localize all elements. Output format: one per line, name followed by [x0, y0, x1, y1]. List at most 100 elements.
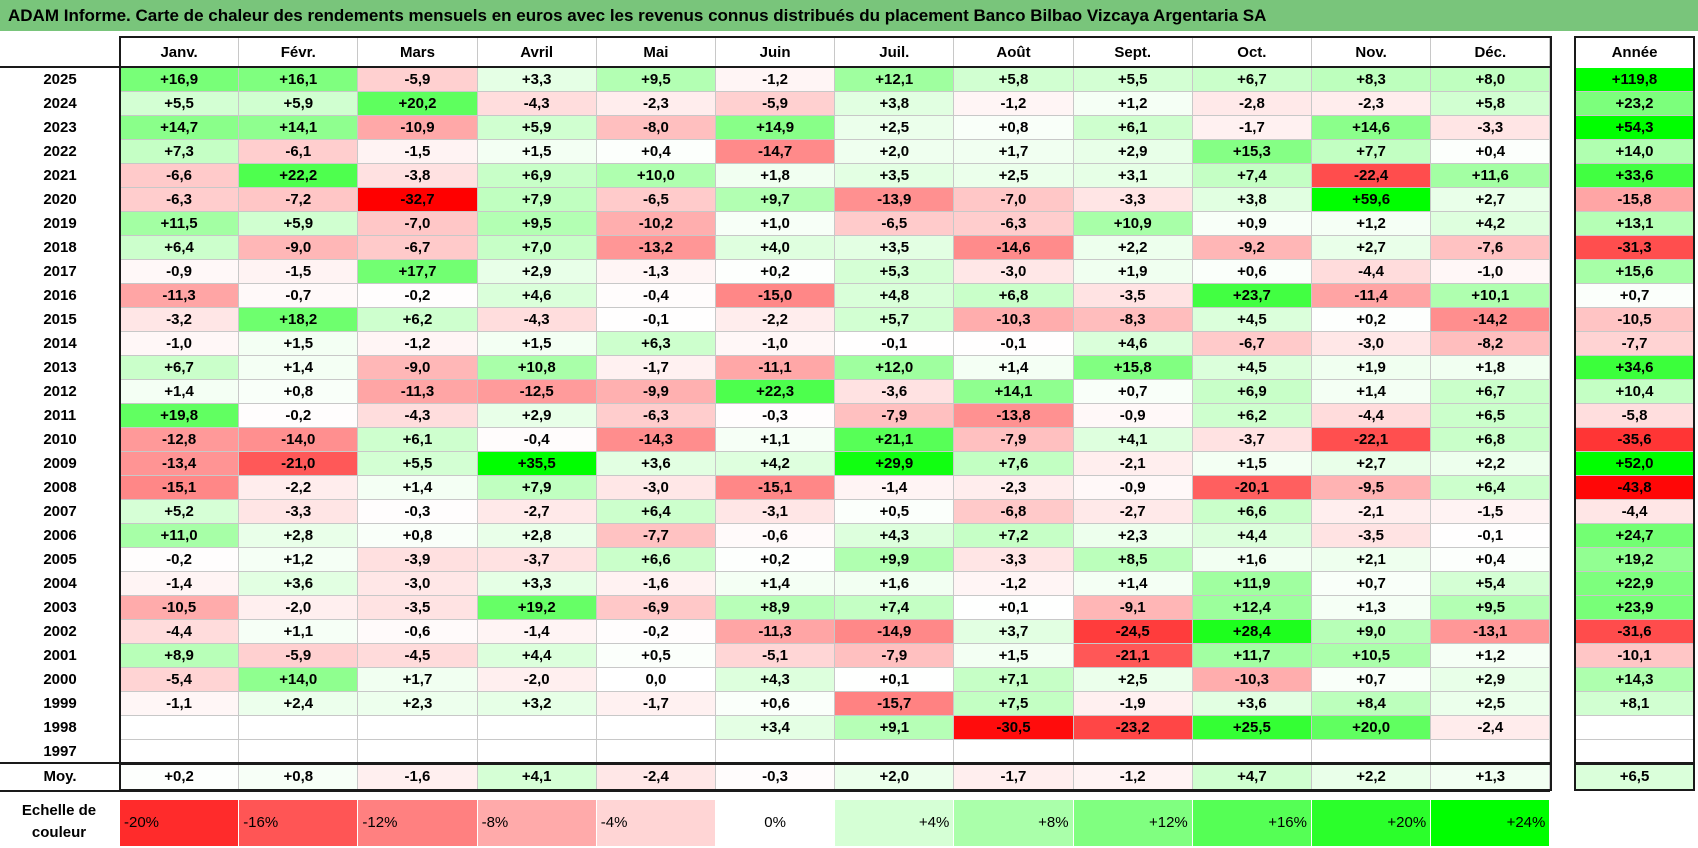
heatmap-cell: +3,5	[835, 164, 955, 188]
heatmap-cell: +15,8	[1073, 356, 1193, 380]
heatmap-cell: +7,4	[835, 596, 955, 620]
heatmap-cell: -0,9	[1073, 476, 1193, 500]
month-header: Janv.	[120, 38, 240, 67]
heatmap-cell: +0,5	[596, 644, 716, 668]
color-scale-step: -16%	[239, 800, 359, 846]
heatmap-cell: +5,5	[358, 452, 478, 476]
heatmap-cell: +9,1	[835, 716, 955, 740]
heatmap-cell: -0,9	[1073, 404, 1193, 428]
heatmap-cell: +2,5	[1073, 668, 1193, 692]
year-label: 2019	[43, 215, 77, 232]
heatmap-cell: +2,3	[358, 692, 478, 716]
heatmap-cell: +12,1	[835, 68, 955, 92]
year-total-cell: -15,8	[1576, 188, 1694, 212]
heatmap-cell: -7,0	[358, 212, 478, 236]
year-label: 2010	[43, 431, 77, 448]
heatmap-cell: +5,2	[120, 500, 240, 524]
heatmap-cell: +2,4	[239, 692, 359, 716]
heatmap-cell: -0,6	[716, 524, 836, 548]
heatmap-cell: +7,1	[954, 668, 1074, 692]
heatmap-cell: +29,9	[835, 452, 955, 476]
heatmap-cell: +1,2	[239, 548, 359, 572]
heatmap-cell: +6,5	[1431, 404, 1551, 428]
year-total-cell: +23,2	[1576, 92, 1694, 116]
heatmap-cell: -14,3	[596, 428, 716, 452]
heatmap-cell: -12,8	[120, 428, 240, 452]
heatmap-cell: -14,7	[716, 140, 836, 164]
heatmap-cell: +12,4	[1192, 596, 1312, 620]
heatmap-cell: +6,7	[1192, 68, 1312, 92]
year-label: 2005	[43, 551, 77, 568]
heatmap-cell: +14,7	[120, 116, 240, 140]
heatmap-cell: +5,9	[239, 92, 359, 116]
heatmap-cell: -6,1	[239, 140, 359, 164]
color-scale-step: -12%	[358, 800, 478, 846]
heatmap-cell: -0,4	[596, 284, 716, 308]
heatmap-cell: -6,3	[954, 212, 1074, 236]
heatmap-cell: +1,5	[1192, 452, 1312, 476]
heatmap-cell: +0,7	[1073, 380, 1193, 404]
heatmap-cell: +4,2	[1431, 212, 1551, 236]
year-total-cell: +14,3	[1576, 668, 1694, 692]
heatmap-cell: +4,5	[1192, 356, 1312, 380]
heatmap-cell: -11,4	[1312, 284, 1432, 308]
heatmap-cell: +5,5	[120, 92, 240, 116]
heatmap-cell: +8,0	[1431, 68, 1551, 92]
heatmap-cell: +22,2	[239, 164, 359, 188]
heatmap-cell	[835, 740, 955, 764]
month-header: Déc.	[1431, 38, 1551, 67]
heatmap-cell: +3,2	[477, 692, 597, 716]
heatmap-cell: +3,7	[954, 620, 1074, 644]
heatmap-cell: +0,8	[358, 524, 478, 548]
heatmap-cell: -10,3	[954, 308, 1074, 332]
heatmap-cell	[239, 716, 359, 740]
heatmap-cell: +6,2	[1192, 404, 1312, 428]
heatmap-cell: -1,5	[1431, 500, 1551, 524]
heatmap-cell: +10,5	[1312, 644, 1432, 668]
heatmap-cell: +5,4	[1431, 572, 1551, 596]
color-scale-step: +8%	[954, 800, 1074, 846]
heatmap-cell: +7,3	[120, 140, 240, 164]
year-label: 2024	[43, 95, 77, 112]
heatmap-cell: -10,2	[596, 212, 716, 236]
heatmap-cell: -3,5	[358, 596, 478, 620]
heatmap-cell: +18,2	[239, 308, 359, 332]
heatmap-cell: -13,8	[954, 404, 1074, 428]
heatmap-cell: +7,9	[477, 188, 597, 212]
heatmap-cell: +21,1	[835, 428, 955, 452]
heatmap-cell: -10,5	[120, 596, 240, 620]
heatmap-cell: -5,9	[358, 68, 478, 92]
heatmap-cell: +8,9	[716, 596, 836, 620]
heatmap-cell: -5,9	[716, 92, 836, 116]
heatmap-cell: +8,5	[1073, 548, 1193, 572]
year-total-cell: +0,7	[1576, 284, 1694, 308]
heatmap-cell: -3,8	[358, 164, 478, 188]
heatmap-cell: -21,1	[1073, 644, 1193, 668]
year-total-cell: +24,7	[1576, 524, 1694, 548]
heatmap-cell: -9,2	[1192, 236, 1312, 260]
heatmap-cell: +15,3	[1192, 140, 1312, 164]
heatmap-cell: -6,3	[596, 404, 716, 428]
heatmap-cell: +2,9	[477, 404, 597, 428]
year-total-cell: -10,5	[1576, 308, 1694, 332]
heatmap-cell: +2,2	[1431, 452, 1551, 476]
average-cell: +4,7	[1192, 764, 1312, 790]
heatmap-cell: -3,3	[954, 548, 1074, 572]
heatmap-cell: +1,5	[477, 332, 597, 356]
heatmap-cell: -11,3	[120, 284, 240, 308]
heatmap-cell: -3,7	[477, 548, 597, 572]
heatmap-cell: +0,6	[716, 692, 836, 716]
report-title: ADAM Informe. Carte de chaleur des rende…	[0, 0, 1698, 32]
heatmap-cell: +1,4	[239, 356, 359, 380]
year-total-cell: +13,1	[1576, 212, 1694, 236]
average-cell: -1,2	[1073, 764, 1193, 790]
month-header: Nov.	[1312, 38, 1432, 67]
heatmap-cell: -21,0	[239, 452, 359, 476]
heatmap-cell: +0,6	[1192, 260, 1312, 284]
heatmap-cell: -0,2	[239, 404, 359, 428]
heatmap-cell: -8,0	[596, 116, 716, 140]
heatmap-cell: -7,7	[596, 524, 716, 548]
heatmap-cell: +2,5	[954, 164, 1074, 188]
heatmap-cell: +0,7	[1312, 572, 1432, 596]
